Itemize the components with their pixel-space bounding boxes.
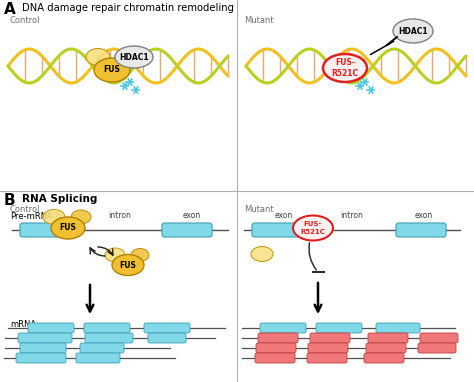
- Text: FUS-
R521C: FUS- R521C: [301, 222, 326, 235]
- FancyBboxPatch shape: [256, 343, 296, 353]
- Ellipse shape: [112, 254, 144, 275]
- FancyBboxPatch shape: [80, 343, 124, 353]
- Text: FUS: FUS: [60, 223, 76, 233]
- Ellipse shape: [86, 49, 110, 65]
- FancyBboxPatch shape: [76, 353, 120, 363]
- FancyBboxPatch shape: [366, 343, 406, 353]
- Ellipse shape: [105, 248, 125, 262]
- FancyBboxPatch shape: [310, 333, 350, 343]
- FancyBboxPatch shape: [396, 223, 446, 237]
- Ellipse shape: [251, 246, 273, 262]
- Ellipse shape: [43, 209, 65, 225]
- FancyBboxPatch shape: [255, 353, 295, 363]
- Text: Mutant: Mutant: [244, 16, 273, 25]
- FancyBboxPatch shape: [18, 333, 72, 343]
- FancyBboxPatch shape: [258, 333, 298, 343]
- Text: exon: exon: [43, 211, 61, 220]
- Text: FUS-
R521C: FUS- R521C: [331, 58, 358, 78]
- FancyBboxPatch shape: [376, 323, 420, 333]
- Ellipse shape: [51, 217, 85, 239]
- Text: exon: exon: [183, 211, 201, 220]
- Text: DNA damage repair chromatin remodeling: DNA damage repair chromatin remodeling: [22, 3, 234, 13]
- Text: B: B: [4, 193, 16, 208]
- Ellipse shape: [94, 58, 130, 82]
- FancyBboxPatch shape: [20, 223, 70, 237]
- Text: intron: intron: [340, 211, 364, 220]
- FancyBboxPatch shape: [316, 323, 362, 333]
- Ellipse shape: [71, 210, 91, 224]
- Ellipse shape: [293, 215, 333, 241]
- Text: RNA Splicing: RNA Splicing: [22, 194, 97, 204]
- Ellipse shape: [115, 46, 153, 68]
- Text: HDAC1: HDAC1: [398, 26, 428, 36]
- FancyBboxPatch shape: [162, 223, 212, 237]
- Ellipse shape: [131, 249, 149, 262]
- Text: HDAC1: HDAC1: [119, 52, 149, 62]
- FancyBboxPatch shape: [148, 333, 186, 343]
- FancyBboxPatch shape: [144, 323, 190, 333]
- Text: exon: exon: [275, 211, 293, 220]
- FancyBboxPatch shape: [20, 343, 66, 353]
- Text: FUS: FUS: [119, 261, 137, 269]
- Text: Control: Control: [10, 16, 40, 25]
- FancyBboxPatch shape: [252, 223, 302, 237]
- FancyBboxPatch shape: [85, 333, 133, 343]
- Text: FUS: FUS: [103, 65, 120, 74]
- FancyBboxPatch shape: [368, 333, 408, 343]
- Ellipse shape: [393, 19, 433, 43]
- FancyBboxPatch shape: [420, 333, 458, 343]
- Text: Pre-mRNA: Pre-mRNA: [10, 212, 53, 221]
- Text: Mutant: Mutant: [244, 205, 273, 214]
- FancyBboxPatch shape: [260, 323, 306, 333]
- Ellipse shape: [115, 50, 137, 65]
- FancyBboxPatch shape: [16, 353, 66, 363]
- FancyBboxPatch shape: [84, 323, 130, 333]
- FancyBboxPatch shape: [364, 353, 404, 363]
- Text: exon: exon: [415, 211, 433, 220]
- Text: A: A: [4, 2, 16, 17]
- Ellipse shape: [323, 54, 367, 82]
- FancyBboxPatch shape: [28, 323, 74, 333]
- Text: Control: Control: [10, 205, 40, 214]
- FancyBboxPatch shape: [418, 343, 456, 353]
- Text: intron: intron: [109, 211, 131, 220]
- Text: mRNA: mRNA: [10, 320, 36, 329]
- FancyBboxPatch shape: [307, 353, 347, 363]
- FancyBboxPatch shape: [308, 343, 348, 353]
